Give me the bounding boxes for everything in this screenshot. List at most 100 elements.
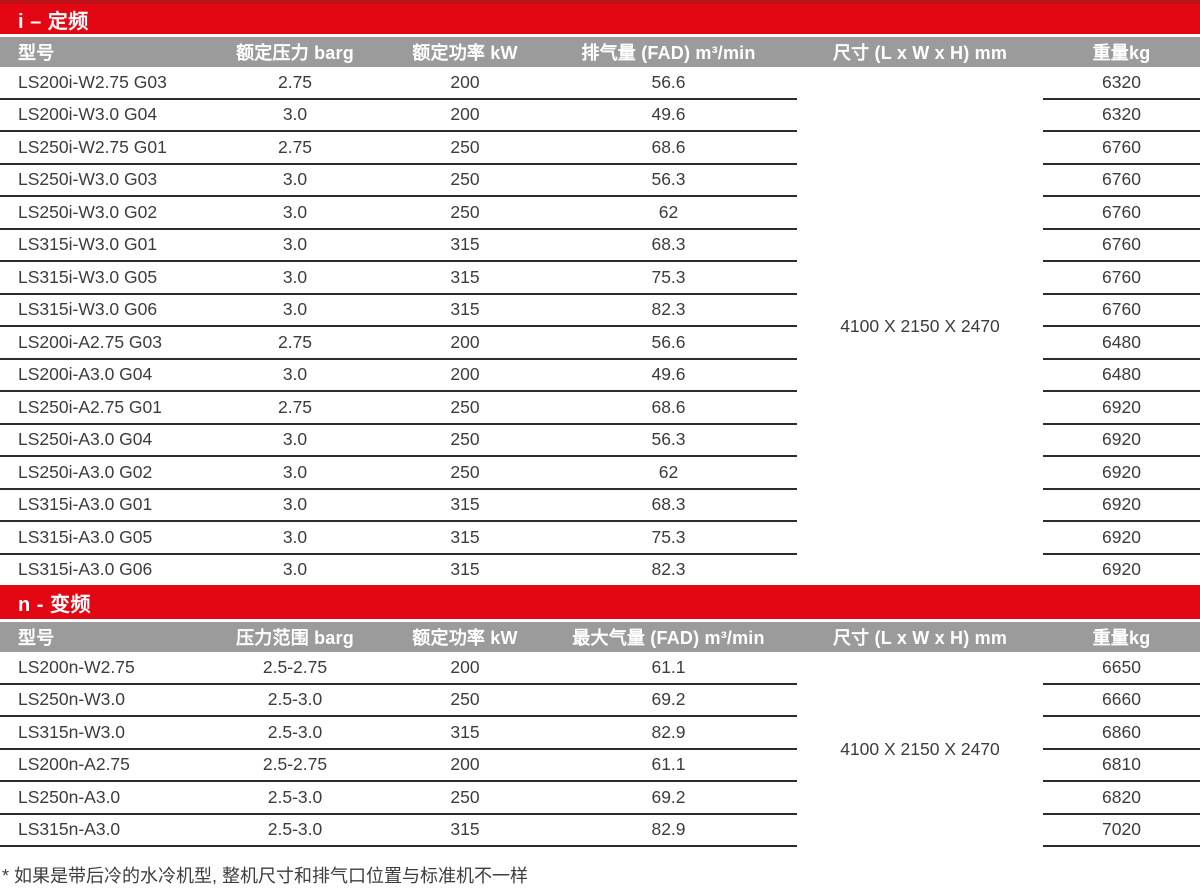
table-row: LS250i-W2.75 G01 2.75 250 68.6 6760: [0, 131, 1200, 165]
spec-table-variable-speed: 型号 压力范围 barg 额定功率 kW 最大气量 (FAD) m³/min 尺…: [0, 622, 1200, 847]
table-row: LS200n-W2.75 2.5-2.75 200 61.1 4100 X 2150 X…: [0, 652, 1200, 759]
col-header-rated-power: 额定功率 kW: [390, 622, 540, 652]
cell-dimensions: 4100 X 2150 X 2470: [840, 738, 1000, 759]
cell-weight: 6920: [1043, 423, 1200, 457]
table-row: LS315n-A3.0 2.5-3.0 315 82.9 7020: [0, 813, 1200, 847]
table-header-row: 型号 额定压力 barg 额定功率 kW 排气量 (FAD) m³/min 尺寸…: [0, 37, 1200, 67]
table-row: LS315n-W3.0 2.5-3.0 315 82.9 6860: [0, 716, 1200, 750]
cell-pressure: 3.0: [200, 163, 390, 197]
table-row: LS200i-W2.75 G03 2.75 200 56.6 4100 X 2150 X…: [0, 67, 1200, 336]
cell-fad: 82.3: [651, 559, 686, 580]
cell-fad: 69.2: [540, 683, 797, 717]
cell-fad: 56.3: [540, 163, 797, 197]
cell-power: 250: [390, 683, 540, 717]
cell-fad: 56.6: [540, 67, 797, 100]
cell-weight: 6920: [1043, 521, 1200, 555]
cell-power: 200: [390, 326, 540, 360]
cell-model: LS200i-W3.0 G04: [0, 98, 200, 132]
cell-weight: 6760: [1043, 261, 1200, 295]
cell-model: LS315i-W3.0 G06: [0, 293, 200, 327]
cell-fad: 62: [540, 196, 797, 230]
cell-weight: 6820: [1043, 781, 1200, 815]
cell-model: LS250n-A3.0: [0, 781, 200, 815]
cell-weight: 6480: [1043, 358, 1200, 392]
cell-fad: 61.1: [540, 652, 797, 685]
cell-fad: 75.3: [540, 521, 797, 555]
cell-model: LS200n-W2.75: [0, 652, 200, 685]
cell-power: 315: [390, 716, 540, 750]
table-row: LS200i-A2.75 G03 2.75 200 56.6 6480: [0, 326, 1200, 360]
cell-fad: 62: [540, 456, 797, 490]
table-row: LS250i-A3.0 G02 3.0 250 62 6920: [0, 456, 1200, 490]
cell-weight: 6760: [1043, 228, 1200, 262]
cell-power: 315: [390, 228, 540, 262]
cell-pressure: 3.0: [200, 98, 390, 132]
cell-pressure: 3.0: [200, 488, 390, 522]
cell-fad: 69.2: [540, 781, 797, 815]
cell-model: LS250i-W3.0 G02: [0, 196, 200, 230]
cell-model: LS315i-W3.0 G05: [0, 261, 200, 295]
table-row: LS315i-W3.0 G01 3.0 315 68.3 6760: [0, 228, 1200, 262]
cell-pressure: 3.0: [200, 261, 390, 295]
cell-power: 315: [390, 521, 540, 555]
table-row: LS250i-W3.0 G03 3.0 250 56.3 6760: [0, 163, 1200, 197]
cell-model: LS315n-W3.0: [0, 716, 200, 750]
section-header-fixed-speed: i – 定频: [0, 0, 1200, 34]
cell-model: LS250i-W3.0 G03: [0, 163, 200, 197]
cell-pressure: 3.0: [200, 456, 390, 490]
cell-power: 250: [390, 196, 540, 230]
cell-weight: 7020: [1043, 813, 1200, 847]
cell-power: 200: [390, 652, 540, 685]
cell-model: LS250i-A2.75 G01: [0, 391, 200, 425]
cell-pressure: 3.0: [200, 521, 390, 555]
cell-power: 200: [390, 358, 540, 392]
section-header-variable-speed: n - 变频: [0, 585, 1200, 619]
cell-weight: 6480: [1043, 326, 1200, 360]
col-header-pressure-range: 压力范围 barg: [200, 622, 390, 652]
cell-weight: 6920: [1043, 488, 1200, 522]
col-header-max-fad: 最大气量 (FAD) m³/min: [540, 622, 797, 652]
cell-weight: 6920: [1043, 456, 1200, 490]
cell-weight: 6660: [1043, 683, 1200, 717]
cell-pressure: 2.5-2.75: [200, 652, 390, 685]
col-header-dimensions: 尺寸 (L x W x H) mm: [797, 37, 1043, 67]
cell-dimensions: 4100 X 2150 X 2470: [840, 315, 1000, 336]
cell-weight: 6860: [1043, 716, 1200, 750]
cell-fad: 49.6: [540, 98, 797, 132]
cell-fad: 68.6: [540, 391, 797, 425]
spec-table-fixed-speed: 型号 额定压力 barg 额定功率 kW 排气量 (FAD) m³/min 尺寸…: [0, 37, 1200, 585]
cell-fad: 75.3: [540, 261, 797, 295]
cell-pressure: 2.75: [200, 131, 390, 165]
col-header-weight: 重量kg: [1043, 37, 1200, 67]
section-title: i – 定频: [18, 10, 89, 33]
cell-weight: 6320: [1043, 98, 1200, 132]
cell-model: LS315n-A3.0: [0, 813, 200, 847]
col-header-dimensions: 尺寸 (L x W x H) mm: [797, 622, 1043, 652]
cell-power: 250: [390, 423, 540, 457]
table-row: LS250i-W3.0 G02 3.0 250 62 6760: [0, 196, 1200, 230]
cell-pressure: 2.5-3.0: [200, 683, 390, 717]
cell-fad: 61.1: [540, 748, 797, 782]
table-row: LS250n-W3.0 2.5-3.0 250 69.2 6660: [0, 683, 1200, 717]
col-header-model: 型号: [0, 37, 200, 67]
cell-weight: 6760: [1043, 163, 1200, 197]
table-row: LS315i-W3.0 G05 3.0 315 75.3 6760: [0, 261, 1200, 295]
cell-fad: 56.3: [540, 423, 797, 457]
cell-pressure: 3.0: [200, 423, 390, 457]
cell-model: LS250i-A3.0 G04: [0, 423, 200, 457]
cell-pressure: 2.75: [200, 326, 390, 360]
cell-power: 250: [390, 131, 540, 165]
cell-model: LS200i-W2.75 G03: [0, 67, 200, 100]
cell-pressure: 3.0: [200, 228, 390, 262]
table-row: LS315i-A3.0 G01 3.0 315 68.3 6920: [0, 488, 1200, 522]
table-row: LS250n-A3.0 2.5-3.0 250 69.2 6820: [0, 781, 1200, 815]
cell-pressure: 2.5-3.0: [200, 813, 390, 847]
cell-power: 250: [390, 163, 540, 197]
cell-power: 315: [390, 293, 540, 327]
cell-power: 315: [390, 488, 540, 522]
table-row: LS200i-W3.0 G04 3.0 200 49.6 6320: [0, 98, 1200, 132]
cell-fad: 82.9: [540, 813, 797, 847]
cell-fad: 82.3: [540, 293, 797, 327]
cell-power: 250: [390, 456, 540, 490]
col-header-fad: 排气量 (FAD) m³/min: [540, 37, 797, 67]
